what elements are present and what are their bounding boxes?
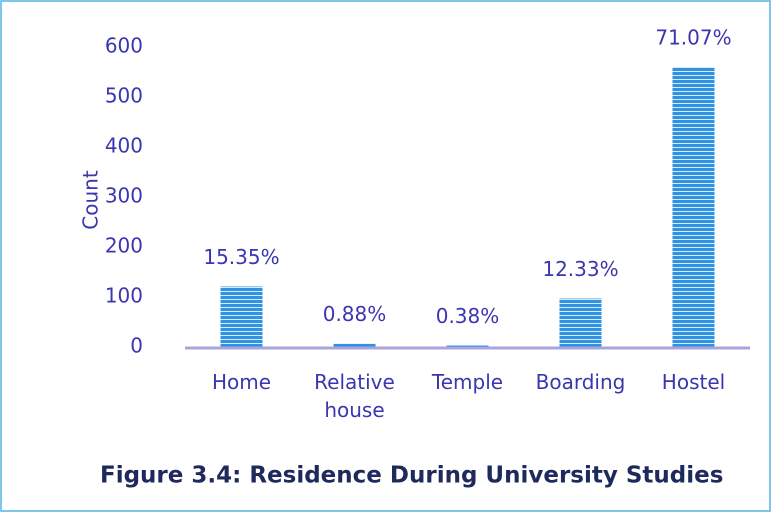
y-tick-label: 100 (105, 284, 143, 308)
bar (672, 67, 715, 347)
x-tick-label: Temple (431, 370, 504, 394)
data-label: 12.33% (542, 257, 618, 281)
y-tick-label: 200 (105, 234, 143, 258)
y-tick-label: 400 (105, 134, 143, 158)
y-tick-label: 0 (130, 334, 143, 358)
x-tick-label: Home (211, 370, 272, 394)
bar (220, 286, 263, 347)
y-tick-label: 500 (105, 84, 143, 108)
y-tick-label: 600 (105, 34, 143, 58)
x-tick-label: Relative house (314, 370, 395, 422)
bar (333, 343, 376, 347)
chart-title: Figure 3.4: Residence During University … (100, 463, 723, 489)
data-label: 15.35% (203, 245, 279, 269)
x-tick-label: Hostel (661, 370, 726, 394)
x-tick-label: Boarding (535, 370, 626, 394)
data-label: 0.88% (323, 302, 387, 326)
y-axis-label: Count (79, 170, 103, 230)
data-label: 0.38% (436, 304, 500, 328)
y-tick-label: 300 (105, 184, 143, 208)
data-label: 71.07% (655, 26, 731, 50)
bar (446, 345, 489, 347)
bar (559, 298, 602, 347)
